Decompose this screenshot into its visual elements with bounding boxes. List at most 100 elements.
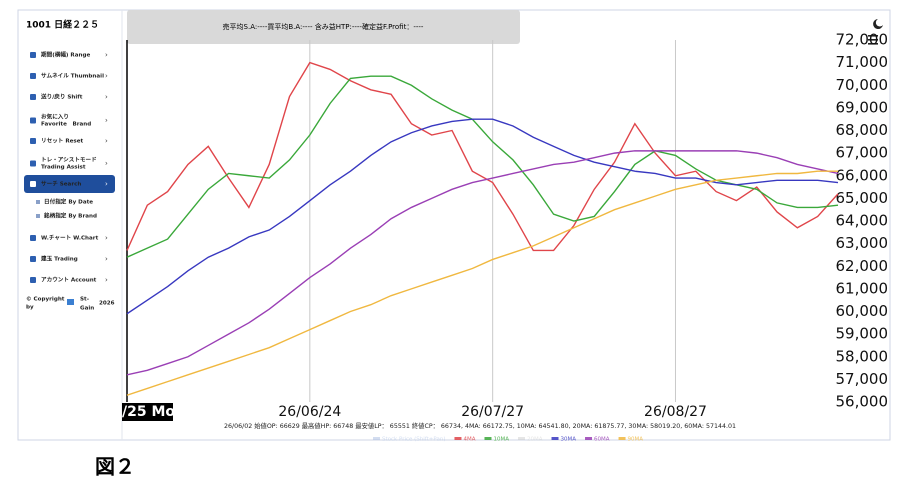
y-tick-label: 60,000 [836,302,889,320]
legend-swatch [551,437,559,440]
menu-arrow[interactable]: › [105,255,108,263]
menu-arrow[interactable]: › [105,93,108,101]
copyright: © Copyright [26,297,65,303]
ma-line [126,150,839,376]
menu-item[interactable]: リセット Reset [41,138,84,145]
menu-item[interactable]: 建玉 Trading [40,255,78,263]
menu-icon[interactable] [30,52,36,58]
figure-caption: 図２ [95,455,135,479]
y-tick-label: 70,000 [836,76,889,94]
menu-icon[interactable] [30,138,36,144]
brand2: Gain [80,306,94,312]
year: 2026 [99,301,115,307]
summary-bar [127,10,520,44]
menu-item[interactable]: Trading Assist [41,165,86,171]
menu-arrow[interactable]: › [105,51,108,59]
current-date-box [122,403,173,421]
menu-icon[interactable] [30,117,36,124]
legend-label: Stock Price (Shift+Pan) [382,437,445,443]
legend-label: 20MA [527,437,543,443]
y-tick-label: 68,000 [836,121,889,139]
menu-icon[interactable] [868,35,878,45]
theme-icon[interactable] [873,19,883,29]
y-tick-label: 57,000 [836,370,889,388]
menu-icon[interactable] [30,181,36,187]
legend-swatch [373,437,380,440]
brand-logo [67,299,74,305]
copyright-by: by [26,305,34,311]
menu-item[interactable]: お気に入り [41,113,69,121]
menu-item[interactable]: サーチ Search [41,181,81,188]
legend-item[interactable]: 90MA [618,437,644,443]
y-tick-label: 65,000 [836,189,889,207]
legend-item[interactable]: 4MA [454,437,476,443]
menu-arrow[interactable]: › [105,160,108,168]
menu-icon[interactable] [30,160,36,167]
y-tick-label: 62,000 [836,257,889,275]
ma-line [126,75,839,258]
legend-label: 90MA [628,437,644,443]
menu-item[interactable]: Favorite Brand [41,122,91,128]
x-tick-label: 26/06/24 [278,404,341,420]
legend-item[interactable]: 60MA [585,437,610,443]
y-tick-label: 64,000 [836,212,889,230]
menu-icon[interactable] [30,73,36,79]
y-tick-label: 69,000 [836,98,889,116]
legend-label: 10MA [493,437,509,443]
ma-line [126,61,839,252]
legend-swatch [585,437,593,440]
legend-label: 30MA [561,437,577,443]
ma-line [126,118,839,315]
legend-swatch [454,437,462,440]
menu-icon[interactable] [30,235,36,241]
menu-arrow[interactable]: › [105,180,108,188]
x-tick-label: /25 Mon [122,404,185,420]
legend-item[interactable]: 20MA [518,437,543,443]
menu-active[interactable] [24,175,115,193]
legend-item[interactable]: 10MA [484,437,509,443]
menu-icon[interactable] [30,94,36,100]
menu-item[interactable]: W.チャート W.Chart [41,235,99,242]
x-tick-label: 26/07/27 [461,404,524,420]
menu-arrow[interactable]: › [105,276,108,284]
legend-swatch [484,437,492,440]
frame [17,9,891,441]
menu-icon[interactable] [30,277,36,283]
submenu-item[interactable]: 日付指定 By Date [44,198,93,206]
menu-item[interactable]: 送り/戻り Shift [40,93,83,101]
submenu-item[interactable]: 銘柄指定 By Brand [44,212,97,220]
info-line: 26/06/02 始値OP: 66629 最高値HP: 66748 最安値LP：… [224,421,736,430]
legend-swatch [518,437,525,440]
legend-swatch [618,437,626,440]
y-tick-label: 56,000 [836,393,889,411]
submenu-icon [36,214,40,218]
legend-item[interactable]: Stock Price (Shift+Pan) [373,437,445,443]
menu-arrow[interactable]: › [105,137,108,145]
brand: St- [80,297,90,303]
menu-arrow[interactable]: › [105,234,108,242]
summary-text: 売平均S.A:----買平均B.A:---- 含み益HTP:----確定益F.P… [223,22,424,31]
y-tick-label: 61,000 [836,279,889,297]
menu-item[interactable]: 期間(横幅) Range [40,51,91,59]
menu-item[interactable]: トレ・アシストモード [41,157,97,164]
menu-arrow[interactable]: › [105,72,108,80]
menu-item[interactable]: アカウント Account [41,276,97,284]
legend-label: 4MA [463,437,475,443]
menu-arrow[interactable]: › [105,117,108,125]
legend-item[interactable]: 30MA [551,437,577,443]
y-tick-label: 72,000 [836,31,889,49]
y-tick-label: 71,000 [836,53,889,71]
menu-icon[interactable] [30,256,36,262]
submenu-icon [36,200,40,204]
x-tick-label: 26/08/27 [644,404,707,420]
legend-label: 60MA [594,437,610,443]
ma-line [126,170,838,396]
y-tick-label: 59,000 [836,325,889,343]
y-tick-label: 63,000 [836,234,889,252]
y-tick-label: 58,000 [836,347,889,365]
menu-item[interactable]: サムネイル Thumbnail [41,72,104,80]
sidebar-title: 1001 日経２２５ [26,19,99,31]
y-tick-label: 66,000 [836,166,889,184]
y-tick-label: 67,000 [836,144,889,162]
